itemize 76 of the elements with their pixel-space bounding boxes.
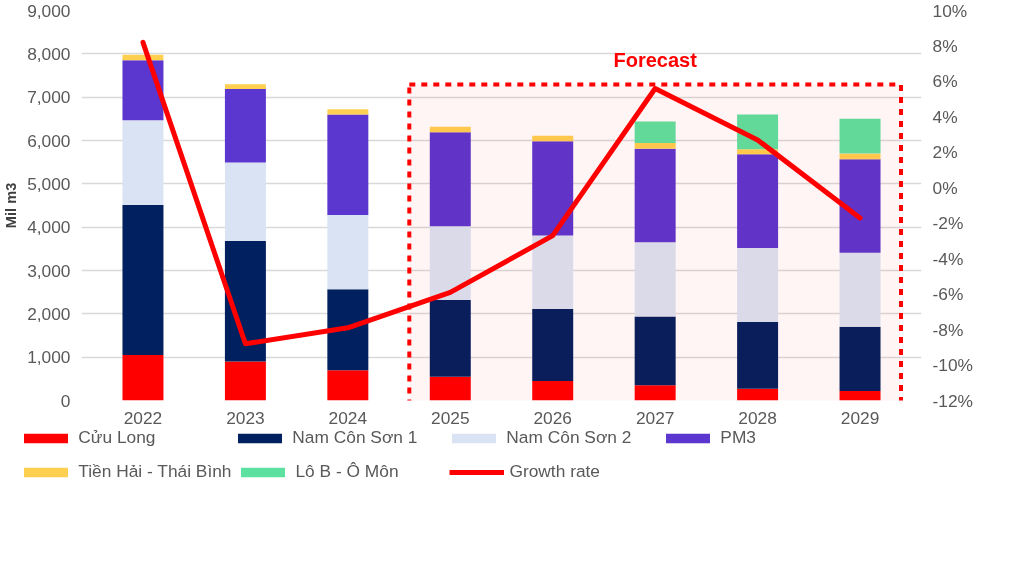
y2-tick-label: -8%	[932, 319, 964, 340]
x-tick-label: 2025	[431, 407, 470, 428]
bar	[224, 241, 266, 362]
bar	[429, 299, 471, 377]
bar	[737, 247, 779, 323]
bar	[839, 159, 881, 253]
bar	[327, 370, 369, 401]
y-tick-label: 6,000	[27, 130, 71, 151]
legend-label: Tiền Hải - Thái Bình	[78, 461, 232, 482]
y-tick-label: 8,000	[27, 43, 71, 64]
bar	[839, 118, 881, 154]
bar	[634, 385, 676, 401]
bar	[327, 215, 369, 290]
y2-tick-label: -10%	[932, 355, 973, 376]
y-tick-label: 0	[60, 390, 71, 411]
bar	[224, 162, 266, 242]
bar	[429, 132, 471, 227]
bar	[532, 235, 574, 310]
y2-tick-label: 6%	[932, 71, 958, 92]
bar	[429, 226, 471, 300]
bar	[839, 252, 881, 327]
legend-label: Lô B - Ô Môn	[295, 461, 400, 482]
legend-label: Nam Côn Sơn 2	[506, 427, 633, 448]
bar	[634, 316, 676, 386]
y2-tick-label: 0%	[932, 177, 958, 198]
bar	[532, 141, 574, 236]
y2-tick-label: -4%	[932, 248, 964, 269]
y-tick-label: 5,000	[27, 173, 71, 194]
x-tick-label: 2026	[533, 407, 573, 428]
bar	[122, 205, 164, 355]
bar	[737, 322, 779, 389]
bar	[634, 148, 676, 243]
y-tick-label: 4,000	[27, 217, 71, 238]
y2-tick-label: -2%	[932, 213, 964, 234]
y2-tick-label: 4%	[932, 106, 958, 127]
legend-label: Nam Côn Sơn 1	[292, 427, 419, 448]
bar	[327, 109, 369, 115]
x-tick-label: 2023	[226, 407, 265, 428]
legend-label: Cửu Long	[78, 427, 157, 448]
bar	[737, 154, 779, 248]
bar	[327, 289, 369, 371]
x-tick-label: 2024	[328, 407, 368, 428]
bar	[122, 120, 164, 206]
bar	[634, 121, 676, 144]
bar	[327, 114, 369, 216]
bar	[429, 376, 471, 401]
bar	[532, 309, 574, 381]
y2-tick-label: 8%	[932, 35, 958, 56]
bar	[224, 84, 266, 89]
y-tick-label: 7,000	[27, 87, 71, 108]
y-tick-label: 1,000	[27, 347, 71, 368]
x-tick-label: 2027	[635, 407, 675, 428]
y-tick-label: 3,000	[27, 260, 71, 281]
x-tick-label: 2029	[840, 407, 880, 428]
x-tick-label: 2022	[123, 407, 163, 428]
y-tick-label: 9,000	[27, 0, 71, 21]
x-tick-label: 2028	[738, 407, 777, 428]
y2-tick-label: 2%	[932, 142, 958, 163]
bar	[224, 88, 266, 163]
y-axis-title: Mil m3	[3, 182, 20, 229]
legend-label: Growth rate	[509, 461, 601, 482]
legend-label: PM3	[720, 427, 757, 448]
bar	[224, 361, 266, 401]
y2-tick-label: 10%	[932, 0, 968, 21]
bar	[737, 388, 779, 401]
y2-tick-label: -6%	[932, 284, 964, 305]
bar	[839, 390, 881, 401]
bar	[634, 143, 676, 149]
y2-tick-label: -12%	[932, 390, 973, 411]
bar	[122, 60, 164, 121]
bar	[532, 381, 574, 401]
y-tick-label: 2,000	[27, 303, 71, 324]
bar	[839, 326, 881, 391]
bar	[122, 355, 164, 401]
bar	[634, 242, 676, 317]
band-label: Forecast	[613, 48, 698, 71]
